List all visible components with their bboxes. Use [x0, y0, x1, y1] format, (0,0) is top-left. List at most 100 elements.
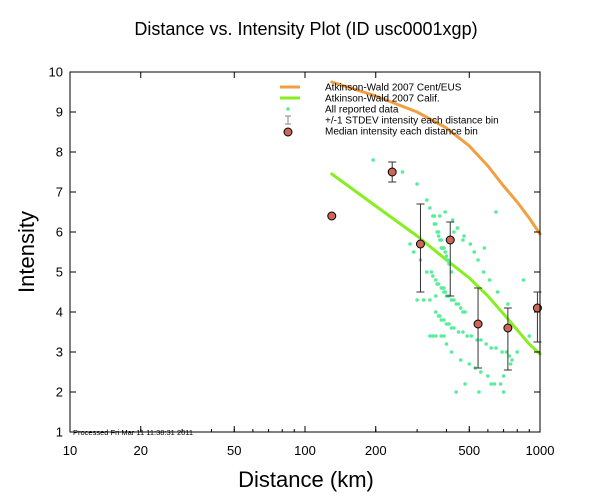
- data-point: [508, 362, 513, 366]
- data-point: [454, 390, 459, 394]
- data-point: [439, 334, 444, 338]
- legend-label: All reported data: [325, 105, 399, 116]
- data-point: [443, 290, 448, 294]
- data-point: [479, 370, 483, 374]
- data-point: [439, 318, 444, 322]
- y-tick-label: 9: [56, 105, 63, 120]
- data-point: [498, 382, 503, 386]
- data-point: [433, 334, 438, 338]
- data-point: [461, 330, 465, 334]
- y-tick-label: 1: [56, 425, 63, 440]
- data-point: [428, 298, 432, 302]
- data-point: [500, 350, 504, 354]
- median-marker: [415, 239, 425, 249]
- data-point: [415, 298, 419, 302]
- data-point: [472, 250, 477, 254]
- median-marker: [503, 323, 513, 333]
- y-tick-label: 6: [56, 225, 63, 240]
- data-point: [425, 198, 429, 202]
- y-axis: 1 2 3 4 5 6 7 8 9 10: [49, 65, 540, 440]
- y-tick-label: 7: [56, 185, 63, 200]
- data-point: [452, 298, 456, 302]
- scatter-layer: [371, 158, 532, 394]
- legend-swatch-point: [286, 107, 290, 111]
- data-point: [477, 390, 481, 394]
- data-point: [436, 234, 441, 238]
- x-tick-label: 50: [227, 443, 241, 458]
- data-point: [443, 210, 448, 214]
- data-point: [425, 270, 429, 274]
- x-tick-label: 200: [365, 443, 387, 458]
- data-point: [442, 246, 446, 250]
- errorbar-layer: [388, 161, 542, 371]
- y-tick-label: 8: [56, 145, 63, 160]
- data-point: [442, 334, 446, 338]
- data-point: [501, 390, 506, 394]
- x-tick-label: 1000: [526, 443, 555, 458]
- series-line: [330, 172, 542, 356]
- data-point: [461, 238, 465, 242]
- data-point: [444, 322, 449, 326]
- data-point: [489, 346, 494, 350]
- data-point: [371, 158, 375, 162]
- data-point: [445, 258, 450, 262]
- data-point: [479, 338, 483, 342]
- data-point: [433, 278, 438, 282]
- data-point: [486, 374, 490, 378]
- data-point: [465, 334, 469, 338]
- y-axis-label: Intensity: [14, 211, 39, 293]
- data-point: [463, 382, 467, 386]
- data-point: [494, 210, 498, 214]
- median-layer: [327, 167, 542, 333]
- footnote: Processed Fri Mar 11 11:38:31 2011: [73, 428, 193, 437]
- data-point: [411, 250, 416, 254]
- x-tick-label: 100: [294, 443, 316, 458]
- data-point: [468, 242, 473, 246]
- data-point: [439, 246, 444, 250]
- data-point: [521, 278, 526, 282]
- y-tick-label: 5: [56, 265, 63, 280]
- data-point: [463, 310, 467, 314]
- data-point: [492, 382, 497, 386]
- data-point: [444, 254, 449, 258]
- y-tick-label: 10: [49, 65, 63, 80]
- data-point: [447, 322, 451, 326]
- data-point: [442, 318, 446, 322]
- data-point: [442, 286, 446, 290]
- data-point: [443, 250, 448, 254]
- data-point: [467, 362, 472, 366]
- curve-layer: [330, 80, 542, 356]
- data-point: [421, 298, 426, 302]
- data-point: [456, 302, 461, 306]
- data-point: [432, 214, 437, 218]
- median-marker: [473, 319, 483, 329]
- data-point: [458, 358, 463, 362]
- data-point: [449, 350, 454, 354]
- data-point: [456, 330, 461, 334]
- data-point: [469, 334, 474, 338]
- data-point: [432, 222, 437, 226]
- data-point: [408, 242, 412, 246]
- data-point: [428, 206, 432, 210]
- data-point: [484, 342, 488, 346]
- y-tick-label: 2: [56, 385, 63, 400]
- data-point: [439, 238, 444, 242]
- legend-label: Median intensity each distance bin: [325, 127, 478, 138]
- data-point: [431, 274, 435, 278]
- median-marker: [445, 235, 455, 245]
- x-axis-label: Distance (km): [238, 467, 374, 492]
- data-point: [487, 278, 492, 282]
- data-point: [501, 374, 506, 378]
- y-tick-label: 4: [56, 305, 63, 320]
- data-point: [429, 270, 434, 274]
- data-point: [452, 230, 456, 234]
- chart-title: Distance vs. Intensity Plot (ID usc0001x…: [134, 19, 477, 39]
- data-point: [482, 246, 487, 250]
- data-point: [400, 170, 405, 174]
- data-point: [494, 346, 498, 350]
- data-point: [438, 214, 442, 218]
- data-point: [455, 226, 460, 230]
- data-point: [462, 234, 466, 238]
- data-point: [436, 230, 441, 234]
